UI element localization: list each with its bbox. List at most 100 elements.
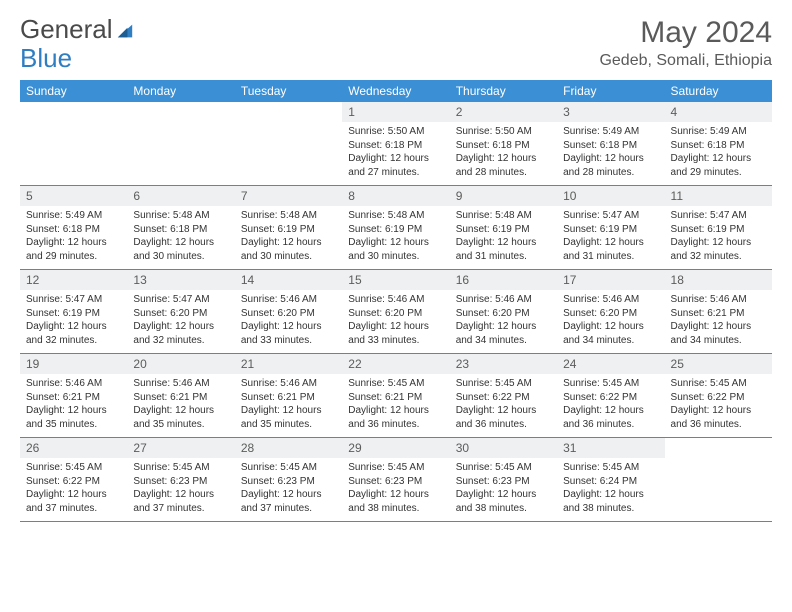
sunrise-line: Sunrise: 5:46 AM: [26, 377, 121, 391]
day-info-cell: Sunrise: 5:45 AMSunset: 6:23 PMDaylight:…: [342, 458, 449, 522]
day-info-cell: Sunrise: 5:48 AMSunset: 6:18 PMDaylight:…: [127, 206, 234, 270]
daylight-line: Daylight: 12 hours and 30 minutes.: [241, 236, 336, 263]
sunset-line: Sunset: 6:18 PM: [26, 223, 121, 237]
day-number-cell: 12: [20, 270, 127, 291]
day-number-cell: 29: [342, 438, 449, 459]
sunrise-line: Sunrise: 5:46 AM: [456, 293, 551, 307]
day-info-cell: Sunrise: 5:49 AMSunset: 6:18 PMDaylight:…: [20, 206, 127, 270]
day-number-row: 12131415161718: [20, 270, 772, 291]
day-number-cell: 23: [450, 354, 557, 375]
daylight-line: Daylight: 12 hours and 34 minutes.: [671, 320, 766, 347]
sunrise-line: Sunrise: 5:45 AM: [348, 377, 443, 391]
daylight-line: Daylight: 12 hours and 32 minutes.: [671, 236, 766, 263]
day-info-cell: Sunrise: 5:46 AMSunset: 6:20 PMDaylight:…: [557, 290, 664, 354]
day-number-cell: 2: [450, 102, 557, 122]
day-number-cell: 21: [235, 354, 342, 375]
day-number-cell: 15: [342, 270, 449, 291]
weekday-header: Wednesday: [342, 80, 449, 102]
day-info-cell: Sunrise: 5:45 AMSunset: 6:22 PMDaylight:…: [20, 458, 127, 522]
daylight-line: Daylight: 12 hours and 34 minutes.: [456, 320, 551, 347]
daylight-line: Daylight: 12 hours and 35 minutes.: [241, 404, 336, 431]
sunrise-line: Sunrise: 5:46 AM: [241, 293, 336, 307]
day-info-cell: Sunrise: 5:47 AMSunset: 6:19 PMDaylight:…: [557, 206, 664, 270]
day-info-cell: Sunrise: 5:48 AMSunset: 6:19 PMDaylight:…: [235, 206, 342, 270]
day-info-cell: Sunrise: 5:46 AMSunset: 6:21 PMDaylight:…: [235, 374, 342, 438]
sunrise-line: Sunrise: 5:48 AM: [133, 209, 228, 223]
month-title: May 2024: [599, 16, 772, 50]
sunrise-line: Sunrise: 5:46 AM: [348, 293, 443, 307]
day-number-cell: [127, 102, 234, 122]
day-number-cell: 30: [450, 438, 557, 459]
day-info-cell: Sunrise: 5:45 AMSunset: 6:22 PMDaylight:…: [557, 374, 664, 438]
daylight-line: Daylight: 12 hours and 29 minutes.: [26, 236, 121, 263]
day-info-cell: Sunrise: 5:50 AMSunset: 6:18 PMDaylight:…: [450, 122, 557, 186]
sunrise-line: Sunrise: 5:45 AM: [133, 461, 228, 475]
day-info-cell: Sunrise: 5:48 AMSunset: 6:19 PMDaylight:…: [450, 206, 557, 270]
day-number-cell: 26: [20, 438, 127, 459]
sunset-line: Sunset: 6:18 PM: [671, 139, 766, 153]
sunrise-line: Sunrise: 5:50 AM: [348, 125, 443, 139]
sunset-line: Sunset: 6:21 PM: [348, 391, 443, 405]
sunrise-line: Sunrise: 5:46 AM: [671, 293, 766, 307]
day-info-cell: Sunrise: 5:46 AMSunset: 6:20 PMDaylight:…: [450, 290, 557, 354]
sunset-line: Sunset: 6:18 PM: [133, 223, 228, 237]
daylight-line: Daylight: 12 hours and 38 minutes.: [456, 488, 551, 515]
day-number-cell: 10: [557, 186, 664, 207]
sunrise-line: Sunrise: 5:46 AM: [563, 293, 658, 307]
day-number-cell: 11: [665, 186, 772, 207]
sunrise-line: Sunrise: 5:46 AM: [133, 377, 228, 391]
daylight-line: Daylight: 12 hours and 38 minutes.: [348, 488, 443, 515]
day-number-cell: [20, 102, 127, 122]
day-info-row: Sunrise: 5:45 AM Sunset: 6:22 PM Daylight:…: [20, 458, 772, 522]
sunset-line: Sunset: 6:21 PM: [241, 391, 336, 405]
daylight-line: Daylight: 12 hours and 36 minutes.: [348, 404, 443, 431]
daylight-line: Daylight: 12 hours and 35 minutes.: [26, 404, 121, 431]
day-number-cell: [235, 102, 342, 122]
daylight-line: Daylight: 12 hours and 31 minutes.: [563, 236, 658, 263]
day-info-cell: Sunrise: 5:46 AMSunset: 6:20 PMDaylight:…: [342, 290, 449, 354]
brand-logo: GeneralBlue: [20, 16, 135, 72]
calendar-body: 1234Sunrise: 5:50 AMSunset: 6:18 PMDayli…: [20, 102, 772, 522]
day-info-cell: Sunrise: 5:45 AMSunset: 6:22 PMDaylight:…: [450, 374, 557, 438]
day-info-cell: Sunrise: 5:45 AMSunset: 6:21 PMDaylight:…: [342, 374, 449, 438]
sunrise-line: Sunrise: 5:50 AM: [456, 125, 551, 139]
day-info-cell: Sunrise: 5:50 AMSunset: 6:18 PMDaylight:…: [342, 122, 449, 186]
day-info-row: Sunrise: 5:46 AMSunset: 6:21 PMDaylight:…: [20, 374, 772, 438]
day-info-cell: Sunrise: 5:46 AMSunset: 6:21 PMDaylight:…: [127, 374, 234, 438]
day-number-cell: 31: [557, 438, 664, 459]
sunset-line: Sunset: 6:19 PM: [671, 223, 766, 237]
day-number-cell: 17: [557, 270, 664, 291]
weekday-header: Tuesday: [235, 80, 342, 102]
day-info-cell: Sunrise: 5:48 AMSunset: 6:19 PMDaylight:…: [342, 206, 449, 270]
sunset-line: Sunset: 6:22 PM: [26, 475, 121, 489]
daylight-line: Daylight: 12 hours and 32 minutes.: [26, 320, 121, 347]
day-info-cell: Sunrise: 5:45 AMSunset: 6:23 PMDaylight:…: [235, 458, 342, 522]
day-number-cell: 27: [127, 438, 234, 459]
day-info-cell: [665, 458, 772, 522]
sunset-line: Sunset: 6:23 PM: [241, 475, 336, 489]
day-info-cell: Sunrise: 5:46 AMSunset: 6:20 PMDaylight:…: [235, 290, 342, 354]
daylight-line: Daylight: 12 hours and 37 minutes.: [241, 488, 336, 515]
daylight-line: Daylight: 12 hours and 36 minutes.: [671, 404, 766, 431]
weekday-header: Thursday: [450, 80, 557, 102]
day-number-row: 567891011: [20, 186, 772, 207]
daylight-line: Daylight: 12 hours and 36 minutes.: [563, 404, 658, 431]
sunset-line: Sunset: 6:20 PM: [241, 307, 336, 321]
daylight-line: Daylight: 12 hours and 38 minutes.: [563, 488, 658, 515]
day-info-cell: Sunrise: 5:45 AMSunset: 6:24 PMDaylight:…: [557, 458, 664, 522]
daylight-line: Daylight: 12 hours and 36 minutes.: [456, 404, 551, 431]
day-info-row: Sunrise: 5:50 AM Sunset: 6:18 PM Daylight:…: [20, 122, 772, 186]
day-number-row: 19202122232425: [20, 354, 772, 375]
daylight-line: Daylight: 12 hours and 28 minutes.: [563, 152, 658, 179]
daylight-line: Daylight: 12 hours and 32 minutes.: [133, 320, 228, 347]
sunrise-line: Sunrise: 5:49 AM: [26, 209, 121, 223]
day-number-cell: 14: [235, 270, 342, 291]
header: GeneralBlue May 2024 Gedeb, Somali, Ethi…: [20, 16, 772, 72]
sunset-line: Sunset: 6:23 PM: [456, 475, 551, 489]
day-number-cell: 20: [127, 354, 234, 375]
weekday-header-row: SundayMondayTuesdayWednesdayThursdayFrid…: [20, 80, 772, 102]
daylight-line: Daylight: 12 hours and 34 minutes.: [563, 320, 658, 347]
sunrise-line: Sunrise: 5:45 AM: [241, 461, 336, 475]
daylight-line: Daylight: 12 hours and 27 minutes.: [348, 152, 443, 179]
weekday-header: Friday: [557, 80, 664, 102]
